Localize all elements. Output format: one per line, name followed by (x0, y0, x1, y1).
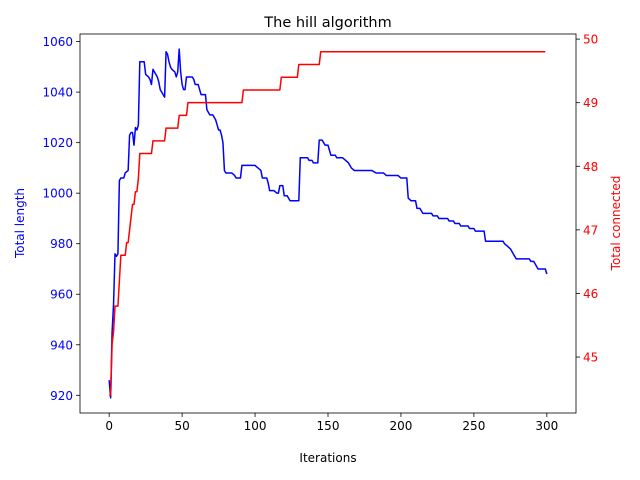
x-tick-label: 0 (105, 419, 113, 433)
x-axis: 0 50 100 150 200 250 300 (105, 413, 558, 433)
y-left-tick-label: 1060 (42, 35, 73, 49)
y-axis-left-label: Total length (13, 188, 27, 259)
total-length-line (108, 48, 548, 399)
x-tick-label: 250 (462, 419, 485, 433)
y-axis-right-label: Total connected (609, 176, 623, 272)
y-right-tick-label: 47 (583, 223, 598, 237)
y-left-tick-label: 1020 (42, 136, 73, 150)
y-left-tick-label: 920 (50, 389, 73, 403)
y-axis-right: 45 46 47 48 49 50 (576, 33, 598, 365)
x-axis-label: Iterations (299, 451, 356, 465)
y-left-tick-label: 960 (50, 288, 73, 302)
y-right-tick-label: 50 (583, 33, 598, 47)
y-left-tick-label: 980 (50, 237, 73, 251)
x-tick-label: 300 (535, 419, 558, 433)
x-tick-label: 100 (244, 419, 267, 433)
plot-area (79, 33, 577, 414)
y-left-tick-label: 940 (50, 338, 73, 352)
y-axis-left: 920 940 960 980 1000 1020 1040 1060 (42, 35, 80, 403)
chart-title: The hill algorithm (263, 15, 391, 31)
axes-frame (79, 33, 577, 414)
x-tick-label: 150 (317, 419, 340, 433)
y-right-tick-label: 46 (583, 287, 598, 301)
x-tick-label: 50 (174, 419, 189, 433)
y-left-tick-label: 1040 (42, 86, 73, 100)
x-tick-label: 200 (389, 419, 412, 433)
total-connected-line (109, 51, 546, 396)
y-right-tick-label: 49 (583, 96, 598, 110)
y-right-tick-label: 48 (583, 160, 598, 174)
y-left-tick-label: 1000 (42, 187, 73, 201)
y-right-tick-label: 45 (583, 351, 598, 365)
